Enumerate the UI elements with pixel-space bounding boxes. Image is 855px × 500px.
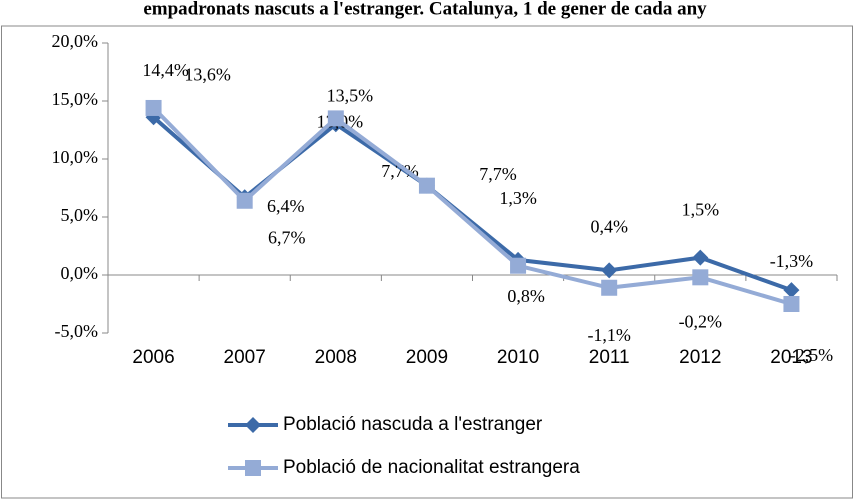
marker xyxy=(510,257,527,274)
x-tick-label: 2010 xyxy=(497,347,539,368)
marker xyxy=(601,262,618,279)
marker xyxy=(327,110,344,127)
x-tick-label: 2007 xyxy=(224,347,266,368)
legend-label: Població nascuda a l'estranger xyxy=(283,414,543,435)
chart-title: empadronats nascuts a l'estranger. Catal… xyxy=(143,0,707,19)
data-label: 13,6% xyxy=(184,64,231,84)
data-label: -2,5% xyxy=(790,345,834,365)
data-label: -1,1% xyxy=(587,325,631,345)
y-tick-label: 5,0% xyxy=(61,205,99,225)
data-label: 1,5% xyxy=(682,200,720,220)
legend-marker xyxy=(245,460,261,476)
marker xyxy=(236,192,253,209)
data-label: 6,7% xyxy=(268,227,306,247)
line xyxy=(152,106,792,306)
marker xyxy=(692,249,709,266)
x-tick-label: 2009 xyxy=(406,347,448,368)
y-tick-label: 20,0% xyxy=(52,31,99,51)
data-label: 0,4% xyxy=(590,216,628,236)
marker xyxy=(145,99,162,116)
marker xyxy=(418,177,435,194)
marker xyxy=(783,296,800,312)
x-tick-label: 2011 xyxy=(589,347,630,368)
y-tick-label: 0,0% xyxy=(61,263,99,283)
x-tick-label: 2008 xyxy=(315,347,357,368)
x-tick-label: 2006 xyxy=(132,347,174,368)
x-tick-label: 2013 xyxy=(770,347,812,368)
data-label: -0,2% xyxy=(679,311,723,331)
data-label: 6,4% xyxy=(267,196,305,216)
data-label: 7,7% xyxy=(381,161,419,181)
x-tick-label: 2012 xyxy=(679,347,721,368)
legend-marker xyxy=(245,417,261,433)
data-label: 7,7% xyxy=(479,164,517,184)
chart-frame xyxy=(1,25,853,499)
legend-label: Població de nacionalitat estrangera xyxy=(283,457,580,478)
marker xyxy=(783,282,800,299)
data-label: 1,3% xyxy=(499,188,537,208)
y-tick-label: 10,0% xyxy=(52,147,99,167)
y-tick-label: -5,0% xyxy=(55,321,99,341)
data-label: -1,3% xyxy=(770,251,814,271)
data-label: 14,4% xyxy=(142,60,189,80)
y-tick-label: 15,0% xyxy=(52,89,99,109)
data-label: 13,5% xyxy=(327,86,374,106)
marker xyxy=(601,279,618,296)
marker xyxy=(692,269,709,286)
data-label: 0,8% xyxy=(507,286,545,306)
